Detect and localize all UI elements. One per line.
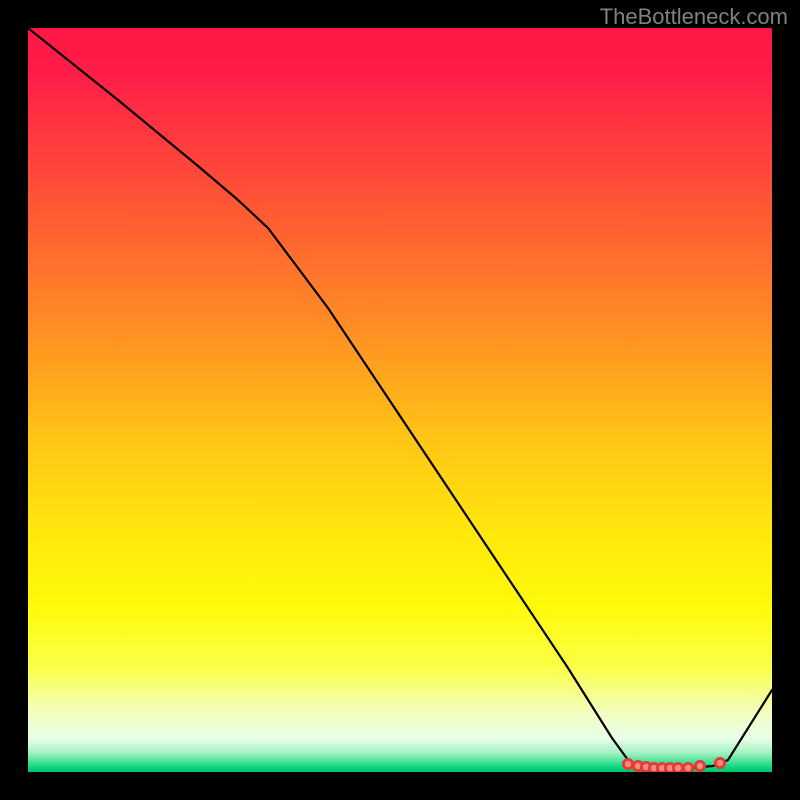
data-marker-inner bbox=[675, 765, 681, 771]
data-marker-inner bbox=[625, 761, 631, 767]
data-marker-inner bbox=[717, 760, 723, 766]
chart-container bbox=[28, 28, 772, 772]
gradient-line-chart bbox=[28, 28, 772, 772]
data-marker-inner bbox=[685, 765, 691, 771]
gradient-background bbox=[28, 28, 772, 772]
watermark-text: TheBottleneck.com bbox=[600, 4, 788, 30]
data-marker-inner bbox=[697, 763, 703, 769]
